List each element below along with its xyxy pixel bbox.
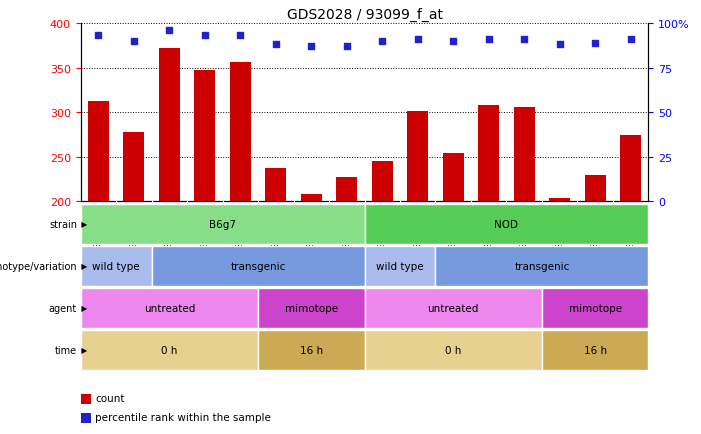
Text: wild type: wild type	[376, 261, 424, 271]
Text: mimotope: mimotope	[569, 303, 622, 313]
Text: untreated: untreated	[144, 303, 195, 313]
Text: GSM38515: GSM38515	[414, 204, 422, 247]
Text: GSM38507: GSM38507	[130, 204, 138, 247]
Text: wild type: wild type	[93, 261, 140, 271]
Text: count: count	[95, 394, 125, 403]
Bar	[542, 288, 648, 329]
Text: 0 h: 0 h	[445, 345, 461, 355]
Bar	[88, 102, 109, 202]
Bar	[365, 246, 435, 286]
Text: GSM38512: GSM38512	[591, 204, 599, 247]
Bar	[151, 246, 365, 286]
Bar	[123, 132, 144, 202]
Point	[164, 27, 175, 34]
Bar	[407, 112, 428, 202]
Bar	[258, 330, 365, 370]
Bar	[258, 288, 365, 329]
Bar	[620, 136, 641, 202]
Text: NOD: NOD	[494, 220, 519, 230]
Text: GSM38500: GSM38500	[165, 204, 174, 247]
Text: strain: strain	[49, 220, 77, 230]
Point	[590, 40, 601, 47]
Text: untreated: untreated	[428, 303, 479, 313]
Bar	[365, 204, 648, 245]
Text: GSM38503: GSM38503	[271, 204, 280, 247]
Bar	[514, 108, 535, 202]
Text: mimotope: mimotope	[285, 303, 338, 313]
Text: GSM38505: GSM38505	[342, 204, 351, 247]
Bar	[265, 169, 287, 202]
Text: time: time	[55, 345, 77, 355]
Point	[519, 36, 530, 43]
Text: ▶: ▶	[79, 304, 87, 313]
Text: 0 h: 0 h	[161, 345, 177, 355]
Bar	[542, 330, 648, 370]
Text: GSM38509: GSM38509	[484, 204, 494, 247]
Point	[199, 33, 210, 40]
Text: GSM38508: GSM38508	[449, 204, 458, 247]
Point	[554, 42, 565, 49]
Bar	[435, 246, 648, 286]
Text: ▶: ▶	[79, 262, 87, 271]
Text: ▶: ▶	[79, 345, 87, 355]
Point	[341, 43, 353, 50]
Text: ▶: ▶	[79, 220, 87, 229]
Point	[270, 42, 281, 49]
Text: GSM38513: GSM38513	[626, 204, 635, 247]
Point	[306, 43, 317, 50]
Bar	[81, 330, 258, 370]
Bar	[372, 162, 393, 202]
Bar	[365, 330, 542, 370]
Text: GSM38504: GSM38504	[307, 204, 315, 247]
Title: GDS2028 / 93099_f_at: GDS2028 / 93099_f_at	[287, 7, 442, 21]
Text: transgenic: transgenic	[515, 261, 570, 271]
Text: genotype/variation: genotype/variation	[0, 261, 77, 271]
Bar	[81, 246, 151, 286]
Text: agent: agent	[49, 303, 77, 313]
Bar	[549, 198, 571, 202]
Bar	[81, 288, 258, 329]
Bar	[336, 178, 358, 202]
Text: B6g7: B6g7	[209, 220, 236, 230]
Bar	[442, 154, 464, 202]
Text: GSM38501: GSM38501	[200, 204, 210, 247]
Point	[448, 38, 459, 45]
Text: GSM38502: GSM38502	[236, 204, 245, 247]
Bar	[365, 288, 542, 329]
Point	[235, 33, 246, 40]
Point	[376, 38, 388, 45]
Point	[128, 38, 139, 45]
Bar	[158, 49, 180, 202]
Text: percentile rank within the sample: percentile rank within the sample	[95, 413, 271, 422]
Bar	[230, 63, 251, 202]
Text: 16 h: 16 h	[584, 345, 607, 355]
Point	[483, 36, 494, 43]
Bar	[81, 413, 91, 423]
Bar	[81, 204, 365, 245]
Text: GSM38506: GSM38506	[94, 204, 103, 247]
Bar	[301, 195, 322, 202]
Text: GSM38514: GSM38514	[378, 204, 387, 247]
Text: GSM38510: GSM38510	[519, 204, 529, 247]
Bar	[81, 394, 91, 404]
Text: GSM38511: GSM38511	[555, 204, 564, 247]
Text: 16 h: 16 h	[300, 345, 323, 355]
Bar	[585, 176, 606, 202]
Point	[625, 36, 637, 43]
Bar	[478, 106, 499, 202]
Bar	[194, 71, 215, 202]
Point	[93, 33, 104, 40]
Point	[412, 36, 423, 43]
Text: transgenic: transgenic	[231, 261, 286, 271]
